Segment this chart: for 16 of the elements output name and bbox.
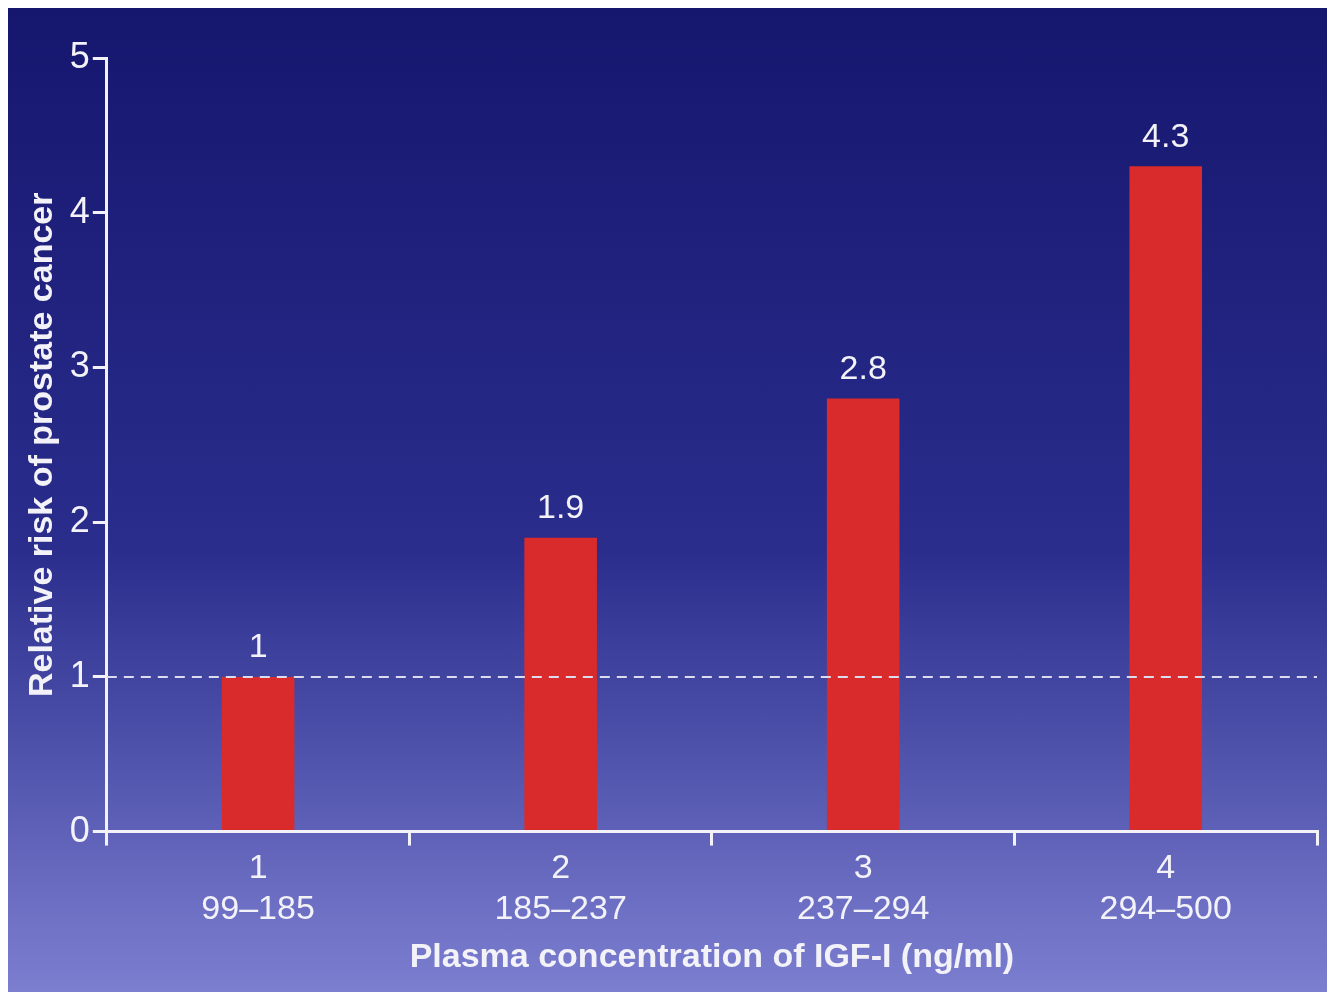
x-tick-label: 1 99–185: [201, 847, 315, 927]
y-tick-label: 4: [69, 189, 90, 231]
y-tick-label: 0: [69, 808, 90, 850]
data-label: 1: [248, 626, 268, 665]
data-label: 4.3: [1142, 115, 1190, 154]
x-tick-label: 4 294–500: [1099, 847, 1232, 927]
data-label: 2.8: [839, 347, 887, 386]
y-tick-label: 5: [69, 34, 90, 76]
y-tick-label: 1: [69, 653, 90, 695]
y-tick-label: 2: [69, 499, 90, 541]
data-label: 1.9: [537, 487, 585, 526]
x-tick-label: 3 237–294: [797, 847, 930, 927]
y-tick-label: 3: [69, 344, 90, 386]
x-tick-label: 2 185–237: [494, 847, 627, 927]
x-axis-title: Plasma concentration of IGF-I (ng/ml): [409, 935, 1015, 974]
y-axis-title: Relative risk of prostate cancer: [20, 192, 59, 698]
